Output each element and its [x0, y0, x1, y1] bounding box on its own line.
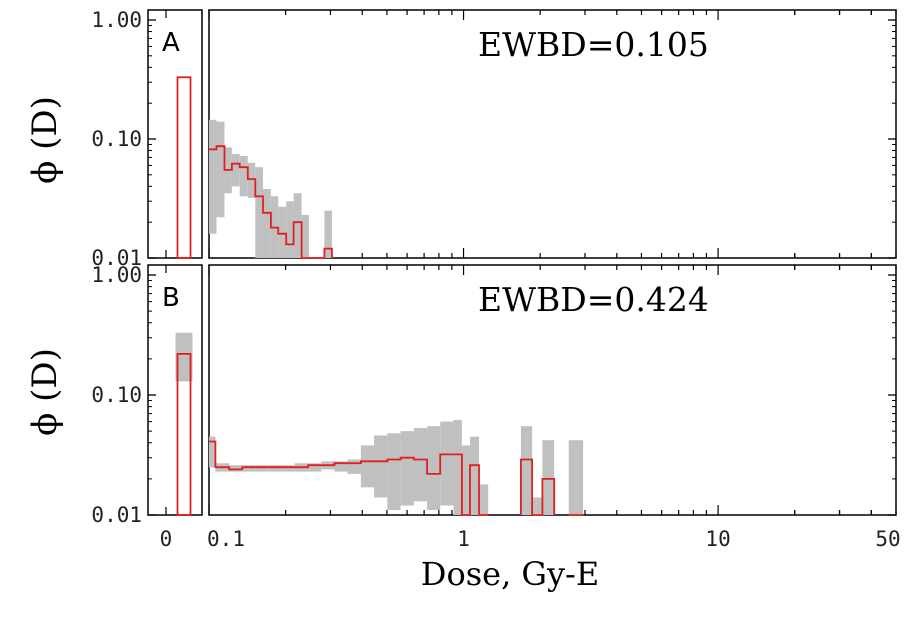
- y-axis-title-b: ϕ (D): [25, 348, 65, 436]
- uncertainty-band: [281, 465, 295, 472]
- x-tick-label: 0: [160, 527, 173, 551]
- y-tick-label: 0.10: [91, 127, 142, 151]
- uncertainty-band: [255, 465, 269, 472]
- median-step-line: [209, 145, 333, 259]
- uncertainty-band: [542, 440, 555, 515]
- uncertainty-band: [286, 201, 294, 258]
- x-tick-label: 1: [457, 527, 470, 551]
- y-tick-label: 0.10: [91, 383, 142, 407]
- x-tick-label: 10: [705, 527, 730, 551]
- panel-label: A: [162, 28, 180, 58]
- zero-bin-band: [175, 332, 193, 382]
- zero-bin-bar: [176, 76, 192, 259]
- uncertainty-band: [301, 214, 309, 258]
- uncertainty-band: [334, 461, 348, 472]
- uncertainty-band: [427, 426, 441, 511]
- uncertainty-band: [360, 445, 375, 488]
- y-tick-label: 1.00: [91, 8, 142, 32]
- uncertainty-band: [453, 419, 462, 515]
- uncertainty-band: [347, 459, 361, 474]
- uncertainty-band: [242, 465, 256, 472]
- panel-b: 1.00 0.10 0.01 B EWBD=0.424: [91, 263, 897, 527]
- uncertainty-band: [231, 153, 240, 187]
- uncertainty-band: [255, 167, 264, 258]
- uncertainty-band: [263, 189, 271, 258]
- zero-panel-frame: [147, 9, 203, 259]
- uncertainty-band: [293, 193, 302, 258]
- uncertainty-band: [374, 435, 388, 498]
- uncertainty-band: [209, 436, 216, 468]
- uncertainty-band: [229, 465, 243, 472]
- uncertainty-band: [568, 440, 584, 515]
- uncertainty-band: [308, 463, 322, 472]
- uncertainty-band: [216, 121, 225, 218]
- uncertainty-band: [209, 119, 217, 234]
- uncertainty-band: [440, 421, 454, 506]
- y-tick-label: 0.01: [91, 246, 142, 270]
- uncertainty-band: [268, 465, 282, 472]
- uncertainty-band: [461, 445, 470, 515]
- ewbd-annotation: EWBD=0.105: [478, 25, 709, 64]
- panel-label: B: [162, 283, 180, 313]
- median-step-line: [209, 440, 584, 516]
- uncertainty-band: [387, 433, 401, 511]
- x-tick-label: 0.1: [207, 527, 245, 551]
- uncertainty-band: [520, 426, 533, 515]
- zero-panel-frame: [147, 264, 203, 516]
- panel-a: 1.00 0.10 0.01 A EWBD=0.105: [91, 8, 897, 270]
- x-tick-label: 50: [875, 527, 900, 551]
- uncertainty-band: [413, 428, 428, 502]
- uncertainty-band: [324, 210, 332, 258]
- y-tick-label: 1.00: [91, 263, 142, 287]
- y-axis-title-a: ϕ (D): [25, 96, 65, 184]
- uncertainty-band: [278, 206, 287, 258]
- uncertainty-band: [400, 431, 414, 506]
- zero-bin-bar: [176, 353, 192, 516]
- ewbd-annotation: EWBD=0.424: [478, 280, 709, 319]
- uncertainty-band: [532, 497, 543, 515]
- uncertainty-band: [247, 162, 256, 198]
- uncertainty-band: [239, 155, 248, 197]
- x-axis-title: Dose, Gy-E: [421, 555, 599, 593]
- uncertainty-band: [478, 484, 489, 515]
- y-tick-label: 0.01: [91, 503, 142, 527]
- uncertainty-band: [469, 436, 479, 515]
